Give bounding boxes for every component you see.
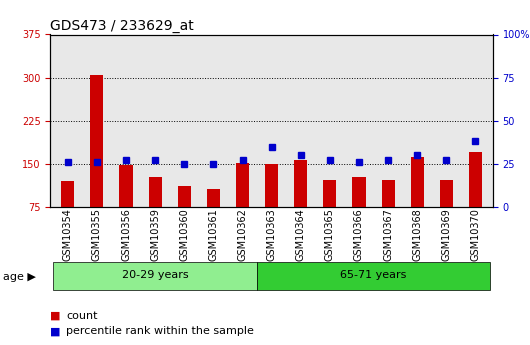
- Bar: [119, 165, 132, 250]
- Text: GSM10354: GSM10354: [63, 208, 73, 261]
- Text: GDS473 / 233629_at: GDS473 / 233629_at: [50, 19, 194, 33]
- Text: GSM10355: GSM10355: [92, 208, 102, 261]
- Text: percentile rank within the sample: percentile rank within the sample: [66, 326, 254, 336]
- Text: GSM10364: GSM10364: [296, 208, 306, 261]
- Bar: [236, 163, 249, 250]
- Text: GSM10363: GSM10363: [267, 208, 277, 261]
- Bar: [178, 186, 191, 250]
- Bar: [265, 164, 278, 250]
- Text: age ▶: age ▶: [3, 272, 36, 282]
- Bar: [469, 152, 482, 250]
- Text: GSM10359: GSM10359: [150, 208, 160, 261]
- Text: ■: ■: [50, 326, 61, 336]
- Bar: [352, 177, 366, 250]
- Text: GSM10360: GSM10360: [179, 208, 189, 261]
- Text: GSM10369: GSM10369: [441, 208, 452, 261]
- Text: 65-71 years: 65-71 years: [340, 270, 407, 280]
- Text: count: count: [66, 311, 98, 321]
- Bar: [207, 189, 220, 250]
- Bar: [53, 262, 257, 290]
- Text: GSM10366: GSM10366: [354, 208, 364, 261]
- Bar: [323, 180, 337, 250]
- Bar: [294, 160, 307, 250]
- Text: GSM10365: GSM10365: [325, 208, 335, 261]
- Text: GSM10367: GSM10367: [383, 208, 393, 261]
- Bar: [148, 177, 162, 250]
- Text: GSM10362: GSM10362: [237, 208, 248, 261]
- Bar: [411, 157, 424, 250]
- Text: GSM10356: GSM10356: [121, 208, 131, 261]
- Text: ■: ■: [50, 311, 61, 321]
- Bar: [61, 181, 74, 250]
- Text: GSM10361: GSM10361: [208, 208, 218, 261]
- Text: 20-29 years: 20-29 years: [122, 270, 189, 280]
- Text: GSM10370: GSM10370: [471, 208, 480, 261]
- Bar: [382, 180, 395, 250]
- Text: GSM10368: GSM10368: [412, 208, 422, 261]
- Bar: [91, 75, 103, 250]
- Bar: [440, 180, 453, 250]
- Bar: [257, 262, 490, 290]
